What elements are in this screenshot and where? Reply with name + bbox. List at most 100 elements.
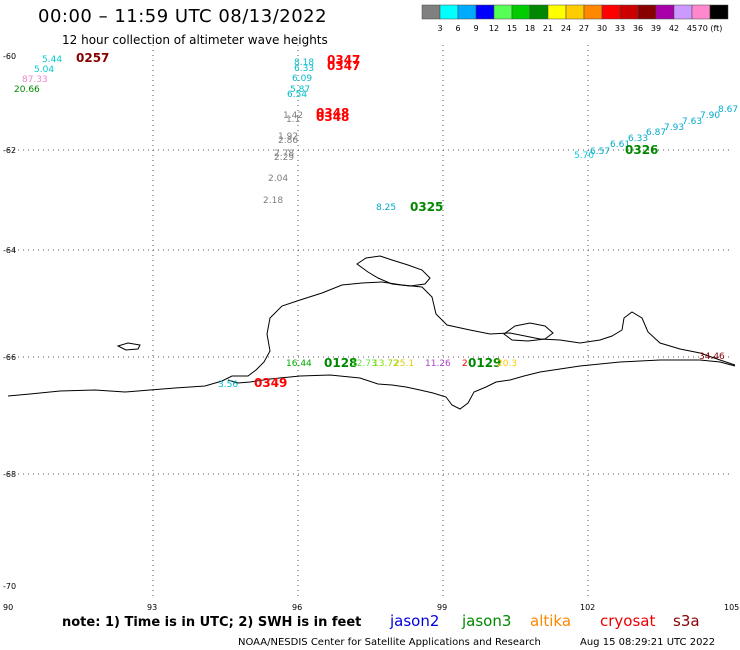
lat-label: -66 bbox=[3, 353, 16, 362]
lon-label: 96 bbox=[292, 603, 302, 612]
legend-altika: altika bbox=[530, 612, 571, 630]
legend-note: note: 1) Time is in UTC; 2) SWH is in fe… bbox=[62, 615, 361, 630]
color-scale-label: 33 bbox=[615, 24, 625, 33]
wave-height-label: 2.78 bbox=[274, 149, 294, 159]
color-swatch bbox=[691, 4, 711, 20]
coastline-ice-shelf bbox=[227, 359, 736, 410]
wave-height-label: 8.67 bbox=[718, 105, 738, 115]
wave-height-label: 7.93 bbox=[664, 123, 684, 133]
pass-time-label: 0325 bbox=[410, 200, 443, 214]
color-swatch bbox=[457, 4, 477, 20]
color-scale-label: 3 bbox=[437, 24, 442, 33]
coastline bbox=[7, 255, 736, 410]
pass-time-label: 0347 bbox=[327, 53, 360, 67]
wave-height-label: 6.09 bbox=[292, 74, 312, 84]
color-scale-label: 36 bbox=[633, 24, 643, 33]
lon-label: 99 bbox=[437, 603, 447, 612]
color-scale-label: 15 bbox=[507, 24, 517, 33]
pass-time-label: 0128 bbox=[324, 356, 357, 370]
lat-label: -70 bbox=[3, 582, 16, 591]
wave-height-label: 6.54 bbox=[287, 90, 307, 100]
color-scale-label: 27 bbox=[579, 24, 589, 33]
color-scale-label: 6 bbox=[455, 24, 460, 33]
pass-time-label: 0257 bbox=[76, 51, 109, 65]
color-swatch bbox=[637, 4, 657, 20]
color-scale-label: 70 (ft) bbox=[698, 24, 723, 33]
map-title: 00:00 – 11:59 UTC 08/13/2022 bbox=[38, 6, 328, 27]
color-swatch bbox=[565, 4, 585, 20]
wave-height-label: 6.33 bbox=[628, 134, 648, 144]
pass-time-label: 0348 bbox=[316, 110, 349, 124]
axis-labels: -60 -62 -64 -66 -68 -70 90 93 96 99 102 … bbox=[3, 52, 739, 612]
wave-height-label: 7.90 bbox=[700, 111, 720, 121]
color-swatch bbox=[655, 4, 675, 20]
color-swatch bbox=[601, 4, 621, 20]
color-scale-label: 18 bbox=[525, 24, 535, 33]
lat-label: -64 bbox=[3, 246, 16, 255]
wave-height-label: 87.33 bbox=[22, 75, 48, 85]
wave-height-label: 7.63 bbox=[682, 117, 702, 127]
wave-height-label: 20.66 bbox=[14, 85, 40, 95]
color-scale-label: 39 bbox=[651, 24, 661, 33]
wave-height-label: 2.86 bbox=[278, 136, 298, 146]
color-scale-label: 42 bbox=[669, 24, 679, 33]
island-east bbox=[503, 322, 554, 342]
wave-height-label: 3.56 bbox=[218, 380, 238, 390]
gridlines bbox=[8, 45, 733, 599]
wave-height-label: 2.18 bbox=[263, 196, 283, 206]
lon-label: 105 bbox=[724, 603, 739, 612]
color-scale-label: 45 bbox=[687, 24, 697, 33]
wave-height-label: 5.70 bbox=[574, 151, 594, 161]
wave-height-label: 13.72 bbox=[373, 359, 399, 369]
wave-height-label: 34.46 bbox=[699, 352, 725, 362]
color-scale-label: 24 bbox=[561, 24, 571, 33]
pass-time-label: 0326 bbox=[625, 143, 658, 157]
color-swatch bbox=[619, 4, 639, 20]
antarctic-coastline bbox=[7, 281, 736, 397]
wave-height-label: 2.04 bbox=[268, 174, 288, 184]
color-swatch bbox=[475, 4, 495, 20]
color-scale-label: 30 bbox=[597, 24, 607, 33]
map-subtitle: 12 hour collection of altimeter wave hei… bbox=[62, 33, 328, 47]
legend-jason2: jason2 bbox=[389, 612, 439, 630]
wave-height-label: 12.73 bbox=[351, 359, 377, 369]
wave-height-label: 11.26 bbox=[425, 359, 451, 369]
color-swatch bbox=[529, 4, 549, 20]
lon-label: 93 bbox=[147, 603, 157, 612]
color-swatch bbox=[493, 4, 513, 20]
legend-s3a: s3a bbox=[673, 612, 700, 630]
footer-timestamp: Aug 15 08:29:21 UTC 2022 bbox=[580, 637, 715, 648]
wave-height-label: 5.44 bbox=[42, 55, 62, 65]
wave-height-label: 1.92 bbox=[278, 132, 298, 142]
wave-height-label: 20.3 bbox=[497, 359, 517, 369]
shackleton-island bbox=[356, 255, 431, 287]
wave-height-label: 2.29 bbox=[274, 153, 294, 163]
wave-height-label: 1.1 bbox=[286, 115, 300, 125]
pass-time-label: 0348 bbox=[316, 106, 349, 120]
legend-jason3: jason3 bbox=[461, 612, 511, 630]
wave-height-label: 6.57 bbox=[590, 147, 610, 157]
color-scale-label: 12 bbox=[489, 24, 499, 33]
wave-height-label: 1.42 bbox=[283, 111, 303, 121]
lat-label: -60 bbox=[3, 52, 16, 61]
color-swatch bbox=[511, 4, 531, 20]
wave-height-label: 8.25 bbox=[376, 203, 396, 213]
color-scale-label: 21 bbox=[543, 24, 553, 33]
wave-height-label: 6.87 bbox=[646, 128, 666, 138]
legend-cryosat: cryosat bbox=[600, 612, 655, 630]
wave-height-label: 2 bbox=[462, 359, 468, 369]
wave-height-label: 25.1 bbox=[394, 359, 414, 369]
color-swatch bbox=[709, 4, 729, 20]
pass-time-label: 0129 bbox=[468, 356, 501, 370]
observation-markers: 5.44 02575.0487.3320.668.186.33034703476.… bbox=[14, 51, 738, 390]
color-scale-bar: 3 6 9 12 15 18 21 24 27 30 33 36 39 42 45 70 (ft) bbox=[421, 4, 729, 33]
color-scale-label: 9 bbox=[473, 24, 478, 33]
legend: note: 1) Time is in UTC; 2) SWH is in fe… bbox=[62, 612, 715, 648]
wave-height-label: 16.44 bbox=[286, 359, 312, 369]
color-swatch bbox=[673, 4, 693, 20]
wave-height-label: 6.61 bbox=[610, 140, 630, 150]
color-swatch bbox=[583, 4, 603, 20]
small-island-west bbox=[116, 342, 141, 351]
wave-height-label: 8.18 bbox=[294, 58, 314, 68]
